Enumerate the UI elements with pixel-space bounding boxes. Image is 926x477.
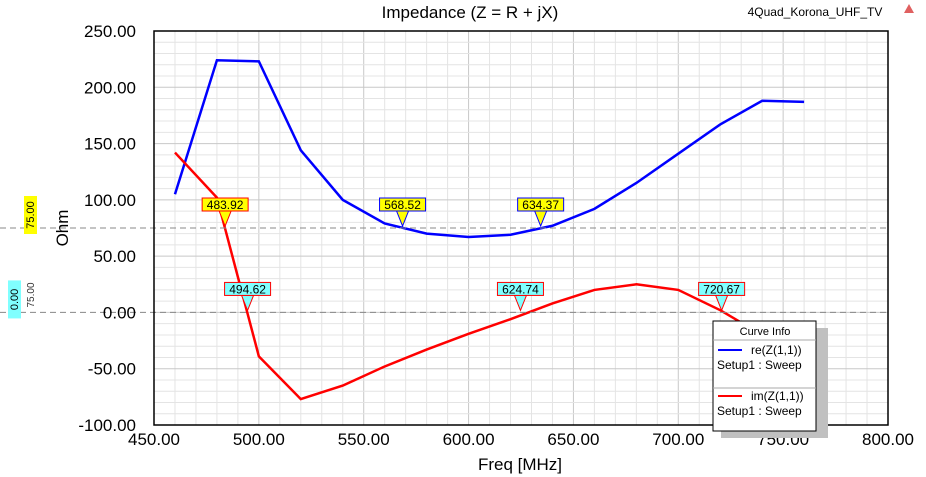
series-line [174, 151, 763, 401]
y-axis-label: Ohm [53, 210, 72, 247]
x-tick-label: 450.00 [128, 430, 180, 449]
reference-label-bg [24, 196, 37, 234]
marker-pointer [533, 210, 548, 228]
reference-label-bg [8, 280, 21, 319]
marker-pointer [395, 210, 410, 228]
marker-label: 494.62 [229, 282, 266, 296]
y-tick-label: 250.00 [84, 22, 136, 41]
x-tick-label: 650.00 [547, 430, 599, 449]
marker-label: 624.74 [502, 282, 539, 296]
marker-label-bg [698, 281, 746, 296]
marker-label: 634.37 [522, 198, 559, 212]
x-tick-label: 550.00 [338, 430, 390, 449]
plot-frame [153, 30, 889, 426]
y-tick-label: 50.00 [93, 247, 136, 266]
legend-box [712, 320, 817, 432]
side-label: 75.00 [26, 282, 37, 307]
marker-label: 568.52 [384, 198, 421, 212]
y-tick-label: -50.00 [88, 360, 136, 379]
legend-series-setup: Setup1 : Sweep [717, 404, 802, 418]
y-tick-label: 100.00 [84, 191, 136, 210]
reference-label: 75.00 [25, 201, 37, 229]
legend-series-setup: Setup1 : Sweep [717, 358, 802, 372]
marker-label: 720.67 [703, 282, 740, 296]
marker-pointer [513, 294, 528, 312]
legend-title: Curve Info [740, 326, 791, 338]
x-axis-label: Freq [MHz] [478, 455, 562, 474]
reference-label: 0.00 [9, 289, 21, 310]
x-tick-label: 600.00 [443, 430, 495, 449]
chart-title: Impedance (Z = R + jX) [382, 3, 559, 22]
y-tick-label: 150.00 [84, 135, 136, 154]
x-tick-label: 700.00 [652, 430, 704, 449]
marker-pointer [218, 210, 232, 228]
y-tick-label: 200.00 [84, 78, 136, 97]
y-tick-label: -100.00 [78, 416, 136, 435]
x-tick-label: 800.00 [862, 430, 914, 449]
legend-series-name: re(Z(1,1)) [751, 343, 802, 357]
y-tick-label: 0.00 [103, 303, 136, 322]
marker-label-bg [379, 197, 427, 212]
marker-label-bg [517, 197, 565, 212]
marker-label-bg [224, 281, 272, 296]
series-line [173, 58, 805, 239]
x-tick-label: 500.00 [233, 430, 285, 449]
marker-pointer [240, 294, 255, 312]
project-name: 4Quad_Korona_UHF_TV [748, 5, 883, 19]
warning-icon [904, 4, 914, 13]
marker-label-bg [496, 281, 544, 296]
legend-series-name: im(Z(1,1)) [751, 389, 804, 403]
marker-label-bg [201, 197, 249, 212]
marker-label: 483.92 [207, 198, 244, 212]
